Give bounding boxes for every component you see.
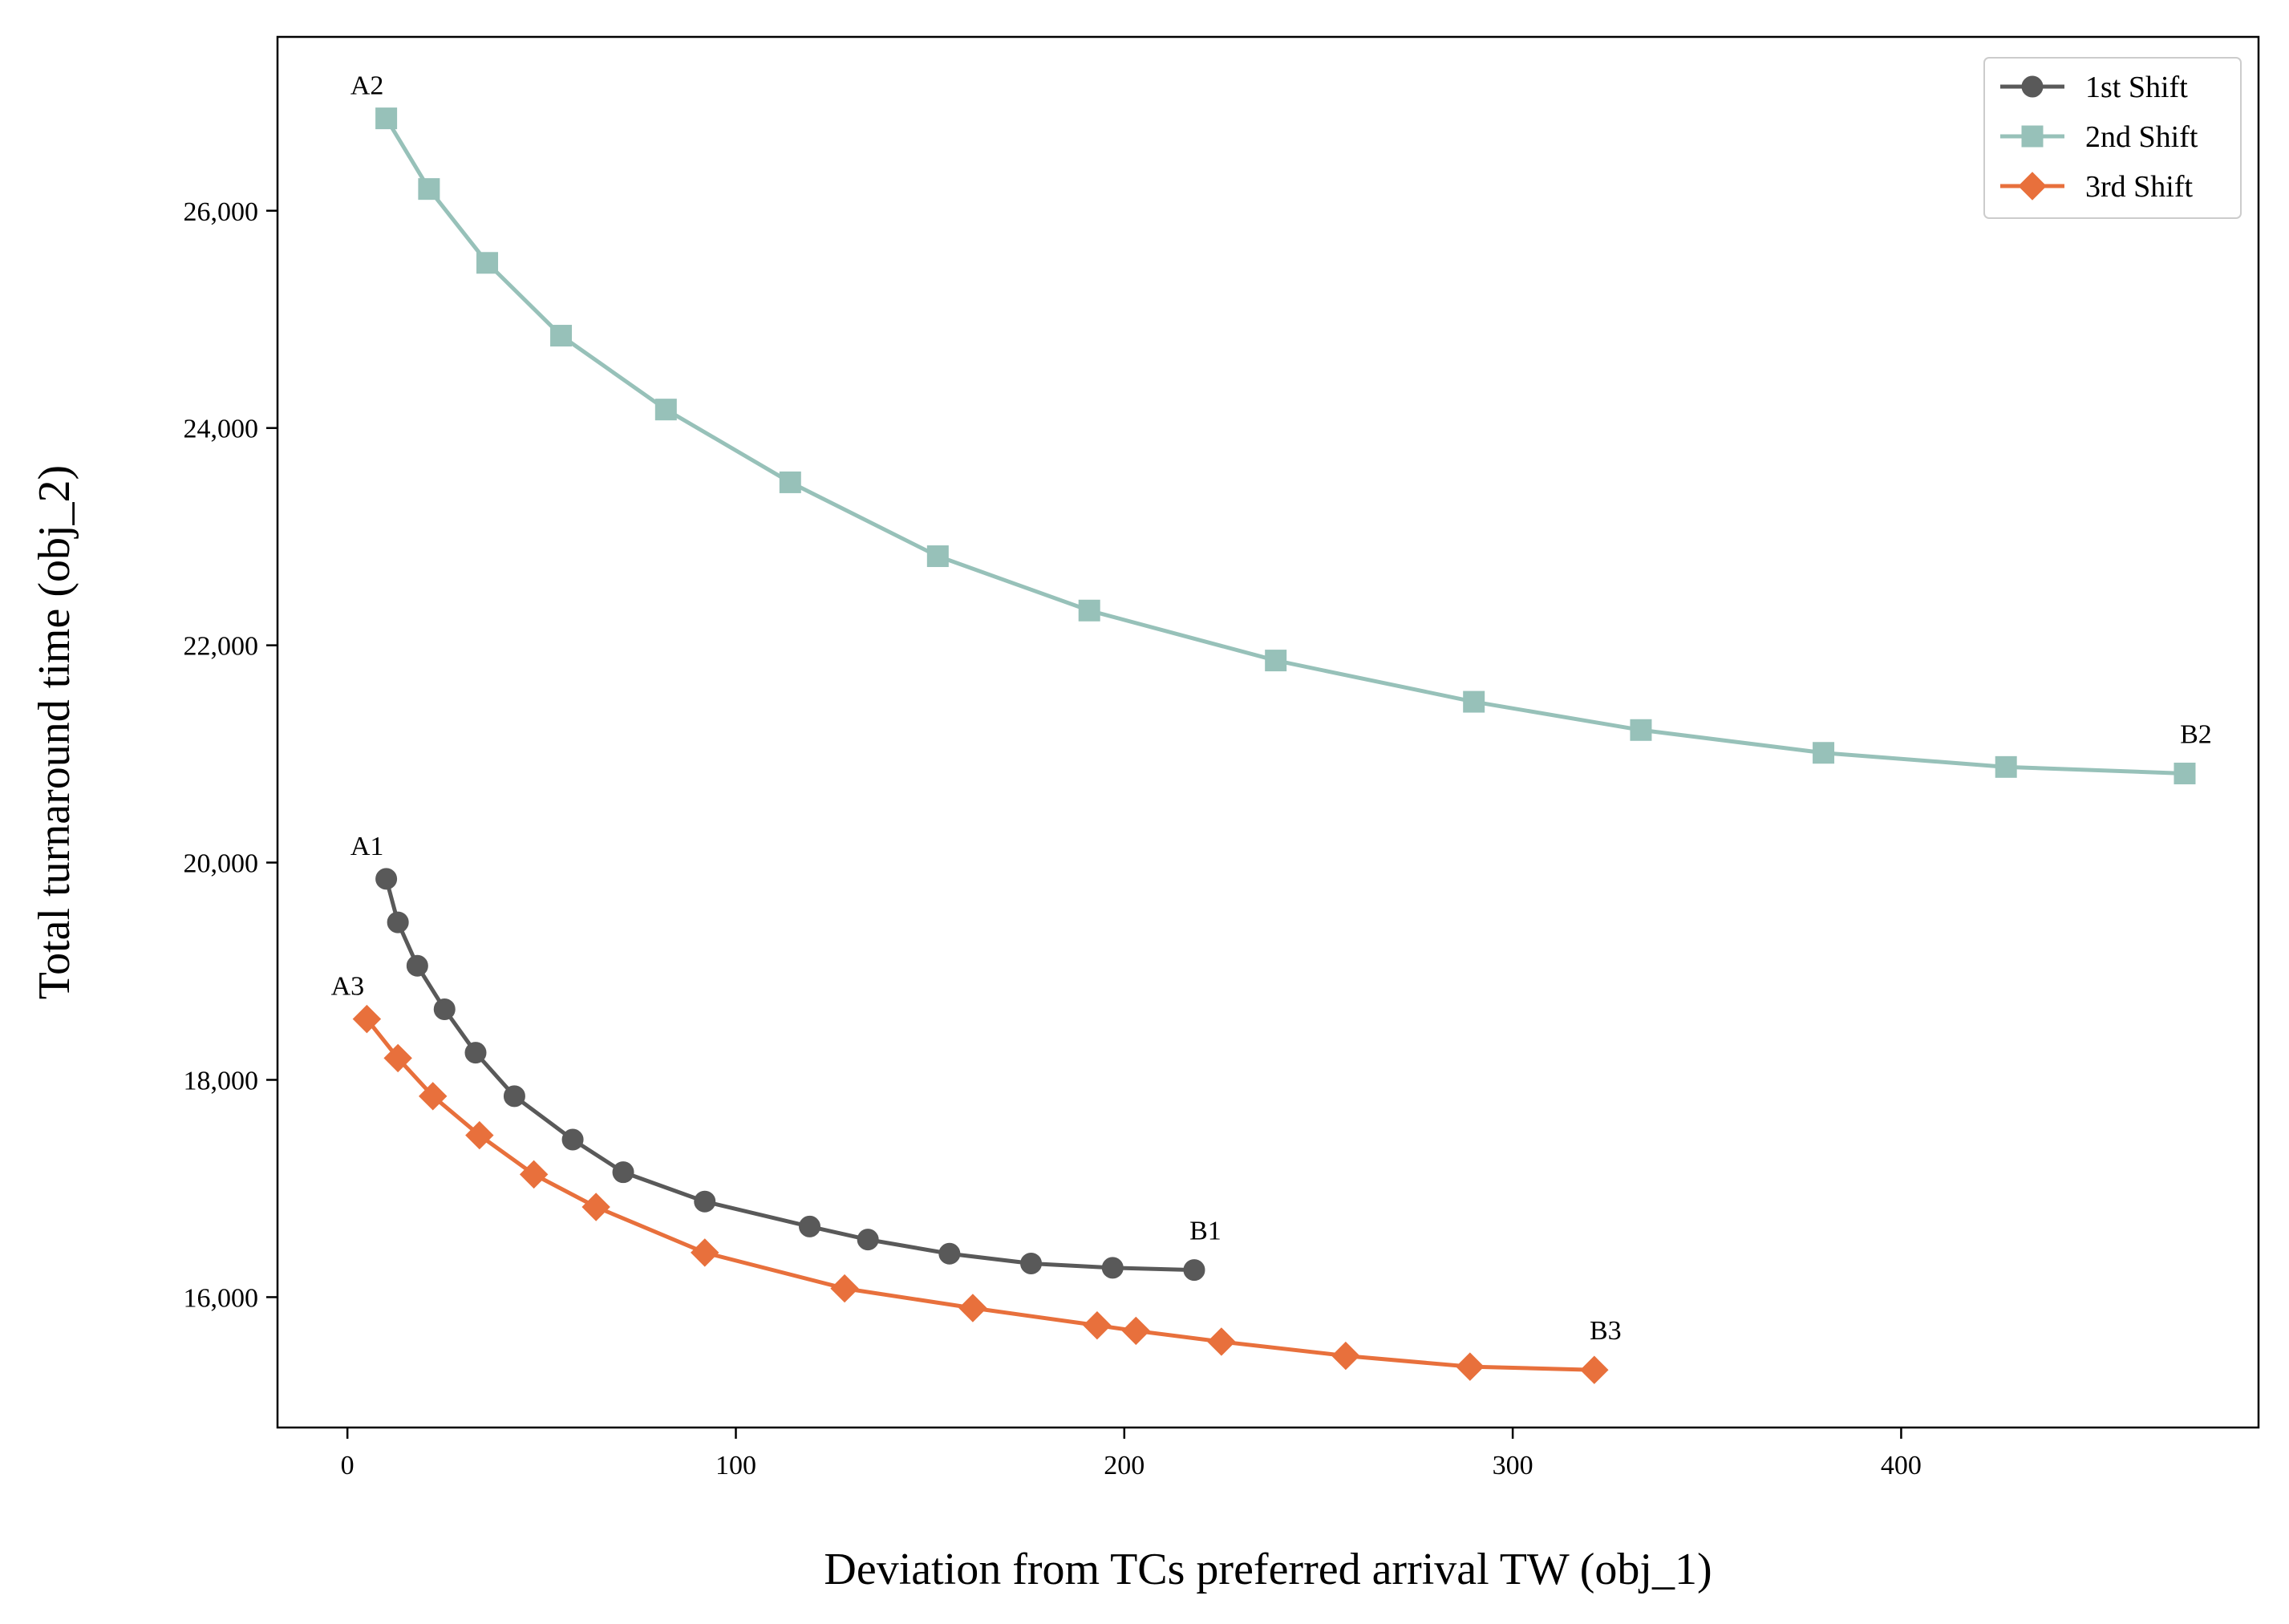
data-point [2174,762,2196,784]
data-point [779,471,801,493]
series-3 [352,1004,1609,1384]
data-point [1463,691,1485,713]
start-label: A2 [350,71,384,101]
data-point [857,1229,879,1251]
x-tick-label: 0 [341,1451,354,1480]
legend-label: 1st Shift [2085,71,2188,104]
legend-box [1983,57,2242,219]
x-axis-title: Deviation from TCs preferred arrival TW … [824,1545,1712,1594]
data-point [375,107,398,130]
y-tick-label: 22,000 [184,632,259,662]
data-point [406,954,428,977]
end-label: B2 [2180,719,2212,749]
data-point [464,1042,487,1064]
data-point [938,1242,961,1265]
data-point [418,178,440,200]
data-point [1331,1341,1360,1371]
legend-label: 2nd Shift [2085,120,2198,154]
legend-label: 3rd Shift [2085,170,2194,204]
legend: 1st Shift 2nd Shift 3rd Shift [1983,57,2242,219]
legend-entry: 1st Shift [2000,71,2188,104]
y-tick-label: 18,000 [184,1067,259,1096]
legend-marker [2018,172,2047,200]
data-point [419,1082,448,1111]
data-point [581,1193,610,1221]
data-point [383,1043,412,1073]
data-point [476,252,499,274]
start-label: A3 [331,972,365,1002]
data-point [1580,1355,1609,1384]
y-axis: 16,000 18,000 20,000 22,000 24,000 26,000 [184,197,278,1313]
start-label: A1 [350,832,384,861]
data-point [1078,599,1100,622]
x-axis: 0 100 200 300 400 [341,1428,1922,1480]
data-point [375,868,398,890]
data-point [561,1128,584,1151]
legend-marker [2021,125,2044,148]
y-axis-title: Total turnaround time (obj_2) [30,465,79,999]
data-point [503,1085,525,1108]
y-tick-label: 20,000 [184,849,259,879]
endpoint-labels: A1 B1 A2 B2 A3 B3 [331,71,2212,1347]
data-point [694,1190,716,1213]
data-point [1456,1352,1485,1381]
data-point [1813,742,1835,764]
legend-marker [2021,75,2044,98]
data-point [352,1004,382,1034]
data-point [691,1238,719,1267]
data-point [1020,1252,1043,1274]
plot-area [276,35,2260,1429]
y-tick-label: 24,000 [184,415,259,444]
end-label: B3 [1590,1316,1622,1346]
data-point [654,399,677,421]
data-point [1995,755,2017,778]
data-point [799,1215,821,1237]
end-label: B1 [1189,1217,1221,1246]
data-point [926,545,949,568]
data-point [1630,719,1652,741]
y-tick-label: 16,000 [184,1283,259,1313]
x-tick-label: 100 [715,1451,756,1480]
x-tick-label: 400 [1881,1451,1922,1480]
data-point [1183,1259,1205,1282]
y-tick-label: 26,000 [184,197,259,227]
x-tick-label: 200 [1104,1451,1144,1480]
data-point [433,998,456,1020]
legend-entry: 3rd Shift [2000,170,2194,204]
series-2 [375,107,2196,784]
data-point [550,325,573,347]
legend-entry: 2nd Shift [2000,120,2198,154]
data-point [465,1120,494,1150]
series-layer [352,107,2196,1384]
data-point [1121,1316,1151,1346]
data-point [1265,650,1287,672]
data-point [387,911,409,933]
series-1 [375,868,1205,1282]
data-point [1083,1310,1112,1340]
data-point [519,1160,549,1189]
series-line [384,117,2186,776]
data-point [1101,1257,1124,1279]
data-point [830,1274,859,1303]
data-point [958,1294,987,1322]
x-tick-label: 300 [1493,1451,1533,1480]
data-point [1207,1327,1236,1356]
data-point [612,1161,634,1184]
